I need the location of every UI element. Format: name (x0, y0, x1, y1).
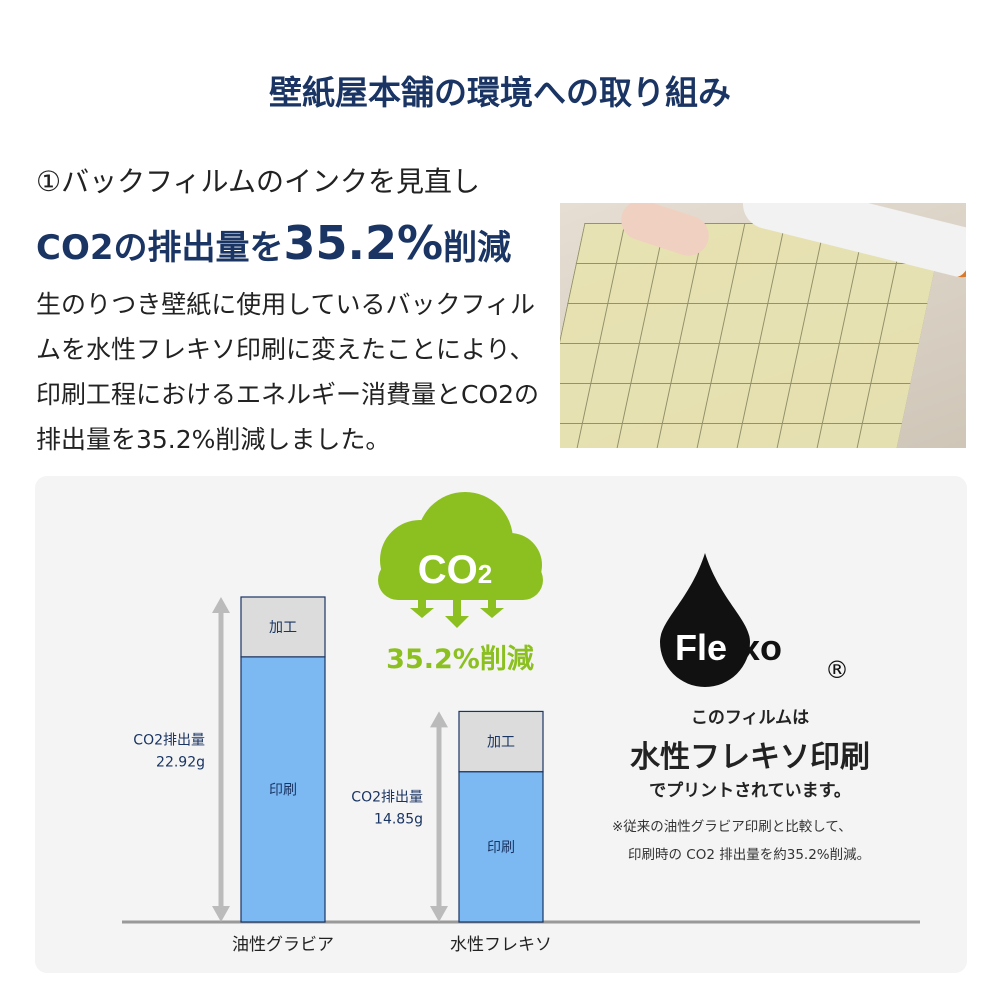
svg-text:Fle: Fle (675, 627, 727, 668)
total-label: 22.92g (156, 755, 205, 771)
bar-segment (458, 710, 544, 773)
flexo-line2: 水性フレキソ印刷 (630, 740, 870, 775)
bar-segment (240, 596, 326, 658)
flexo-line3: でプリントされています。 (649, 781, 851, 801)
segment-label: 印刷 (487, 840, 515, 856)
section-heading: ①バックフィルムのインクを見直し (36, 165, 480, 198)
reduction-label: 35.2%削減 (386, 644, 534, 675)
total-label: CO2排出量 (351, 790, 423, 806)
headline-value: 35.2% (283, 216, 444, 270)
svg-text:®: ® (825, 656, 849, 684)
segment-label: 加工 (487, 735, 515, 751)
product-photo (560, 203, 966, 448)
category-label: 水性フレキソ (450, 935, 552, 955)
headline-post: 削減 (443, 228, 512, 268)
page-title: 壁紙屋本舗の環境への取り組み (269, 73, 731, 112)
total-label: 14.85g (374, 812, 423, 828)
arrow-head-up (430, 711, 448, 728)
bar-segment (458, 771, 544, 923)
category-label: 油性グラビア (232, 935, 334, 955)
flexo-note2: 印刷時の CO2 排出量を約35.2%削減。 (628, 847, 871, 863)
arrow-head-down (212, 906, 230, 922)
headline-pre: CO2の排出量を (36, 228, 284, 268)
arrow-head-up (212, 597, 230, 613)
flexo-line1: このフィルムは (690, 708, 810, 728)
co2-cloud-icon: CO2 (378, 492, 543, 628)
svg-text:xo: xo (740, 627, 782, 668)
arrow-head-down (430, 906, 448, 922)
flexo-logo: Fle xo ® (660, 553, 849, 687)
total-label: CO2排出量 (133, 733, 205, 749)
flexo-note1: ※従来の油性グラビア印刷と比較して、 (612, 819, 852, 835)
headline: CO2の排出量を35.2%削減 (36, 216, 511, 270)
segment-label: 印刷 (269, 782, 297, 798)
segment-label: 加工 (269, 620, 297, 636)
section-body: 生のりつき壁紙に使用しているバックフィルムを水性フレキソ印刷に変えたことにより、… (36, 290, 540, 454)
